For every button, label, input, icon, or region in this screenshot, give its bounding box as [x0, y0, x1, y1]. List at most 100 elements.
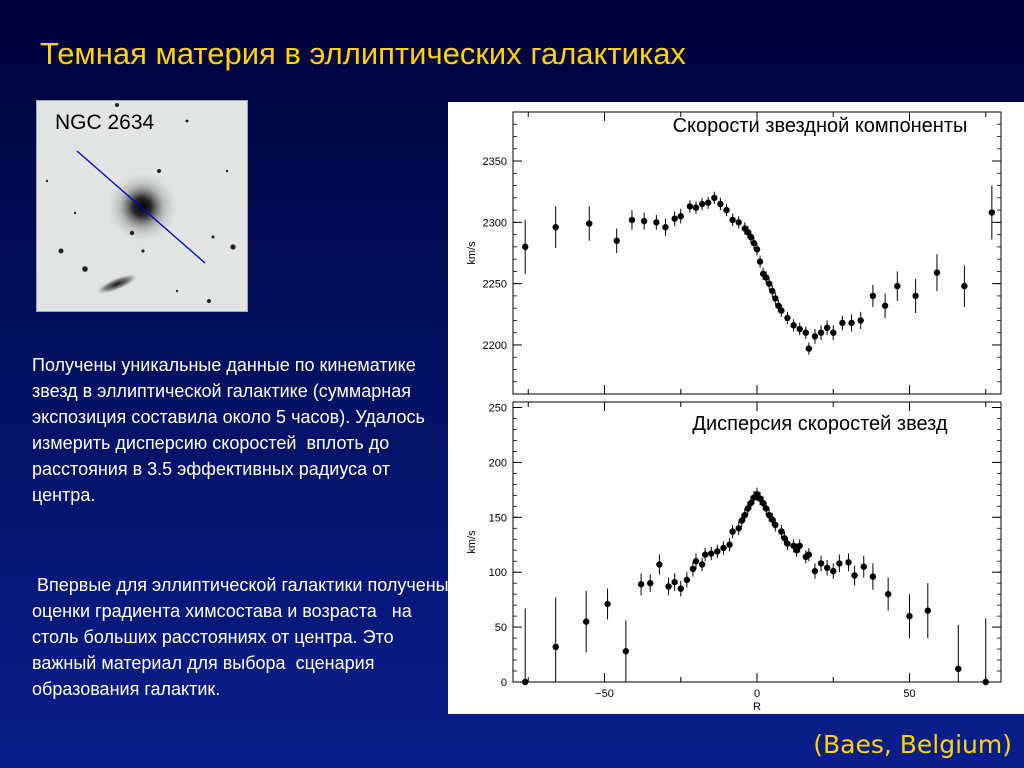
- kinematics-charts: 2200 2250 2300 2350 km/s Скорости звездной ко…: [466, 111, 1002, 713]
- velocity-data-point: [753, 246, 761, 253]
- slit-line: [76, 150, 206, 264]
- dispersion-data-point: [884, 590, 892, 598]
- dispersion-data-point: [906, 612, 913, 620]
- velocity-data-point: [988, 209, 996, 216]
- velocity-data-point: [796, 325, 803, 333]
- dispersion-ytick-label: 50: [495, 622, 507, 634]
- velocity-data-point: [671, 215, 678, 222]
- dispersion-data-point: [744, 505, 752, 512]
- galaxy-photo: [37, 101, 247, 311]
- dispersion-data-point: [796, 542, 803, 550]
- velocity-data-point: [857, 317, 864, 324]
- velocity-data-point: [750, 239, 758, 247]
- dispersion-ytick-label: 250: [489, 402, 507, 414]
- star-field: [45, 103, 236, 303]
- velocity-ylabel: km/s: [466, 241, 478, 265]
- velocity-data-point: [747, 233, 755, 241]
- velocity-data-point: [698, 200, 706, 208]
- velocity-data-point: [762, 274, 770, 281]
- dispersion-data-point: [784, 540, 791, 547]
- dispersion-data-point: [726, 541, 733, 548]
- velocity-data-point: [653, 219, 660, 226]
- velocity-data-point: [848, 319, 855, 327]
- velocity-data-point: [769, 287, 776, 295]
- dispersion-ytick-label: 100: [489, 567, 507, 579]
- dispersion-data-point: [522, 678, 529, 686]
- dispersion-data-point: [583, 618, 590, 625]
- velocity-data-point: [912, 292, 919, 300]
- chart-panel: 2200 2250 2300 2350 km/s Скорости звездной ко…: [448, 102, 1024, 714]
- dispersion-data-point: [982, 678, 989, 686]
- dispersion-data-point: [747, 499, 755, 507]
- dispersion-data-point: [692, 558, 700, 565]
- companion-galaxy: [96, 274, 138, 294]
- velocity-data-point: [711, 194, 718, 202]
- dispersion-xtick-label: 50: [903, 688, 915, 700]
- velocity-data-point: [830, 329, 837, 336]
- velocity-data-point: [933, 269, 941, 276]
- description-paragraph-2: Впервые для эллиптической галактики полу…: [32, 575, 449, 699]
- velocity-data-point: [522, 243, 529, 251]
- dispersion-data-point: [637, 581, 645, 588]
- velocity-data-point: [766, 280, 773, 287]
- dispersion-data-point: [604, 600, 611, 608]
- dispersion-ytick-label: 150: [489, 512, 507, 524]
- velocity-data-point: [823, 324, 831, 331]
- credit-text: (Baes, Belgium): [813, 730, 1012, 759]
- velocity-data-point: [628, 216, 636, 224]
- dispersion-data-point: [845, 559, 852, 566]
- velocity-data-point: [817, 329, 825, 336]
- dispersion-data-point: [781, 534, 788, 542]
- dispersion-data-point: [805, 551, 813, 558]
- velocity-data-point: [790, 322, 797, 329]
- velocity-data-point: [778, 307, 785, 314]
- velocity-data-point: [613, 237, 620, 244]
- slide-title: Темная материя в эллиптических галактика…: [40, 36, 686, 71]
- dispersion-data-point: [759, 499, 767, 507]
- velocity-data-point: [662, 224, 669, 231]
- dispersion-xtick-label: −50: [595, 688, 614, 700]
- velocity-data-point: [961, 282, 968, 290]
- velocity-data-point: [784, 314, 791, 322]
- velocity-data-point: [677, 213, 684, 220]
- dispersion-data-point: [769, 516, 776, 523]
- velocity-data-point: [744, 228, 752, 236]
- velocity-ytick-label: 2350: [483, 156, 507, 168]
- dispersion-data-point: [836, 560, 843, 567]
- dispersion-data-point: [665, 583, 672, 590]
- dispersion-data-point: [656, 561, 663, 568]
- velocity-data-point: [692, 204, 700, 211]
- dispersion-data-point: [924, 607, 931, 614]
- velocity-ytick-label: 2250: [483, 279, 507, 291]
- velocity-data-point: [802, 329, 809, 336]
- dispersion-data-point: [738, 517, 745, 524]
- velocity-data-point: [805, 345, 813, 352]
- dispersion-data-point: [762, 505, 770, 512]
- dispersion-data-point: [772, 521, 779, 529]
- dispersion-ytick-label: 200: [489, 457, 507, 469]
- velocity-data-point: [869, 292, 877, 300]
- dispersion-data-point: [860, 563, 867, 570]
- velocity-data-point: [775, 302, 782, 309]
- dispersion-data-point: [955, 665, 962, 673]
- dispersion-chart-title: Дисперсия скоростей звезд: [692, 413, 947, 435]
- velocity-data-point: [705, 199, 712, 206]
- velocity-data-point: [811, 333, 819, 340]
- velocity-data-point: [723, 206, 730, 214]
- dispersion-data-point: [851, 572, 858, 579]
- velocity-data-point: [586, 220, 593, 227]
- velocity-chart-title: Скорости звездной компоненты: [673, 115, 968, 137]
- dispersion-data-point: [708, 550, 715, 557]
- dispersion-data-point: [823, 564, 831, 572]
- dispersion-ytick-label: 0: [501, 677, 507, 689]
- dispersion-data-point: [830, 567, 837, 575]
- dispersion-data-point: [720, 544, 727, 552]
- velocity-data-point: [881, 302, 889, 309]
- velocity-data-point: [552, 224, 559, 231]
- description-paragraph-1: Получены уникальные данные по кинематике…: [32, 355, 430, 505]
- dispersion-xtick-label: 0: [754, 688, 760, 700]
- dispersion-data-point: [778, 528, 785, 535]
- dispersion-data-point: [811, 567, 819, 575]
- velocity-data-point: [756, 258, 764, 265]
- velocity-data-point: [640, 217, 648, 225]
